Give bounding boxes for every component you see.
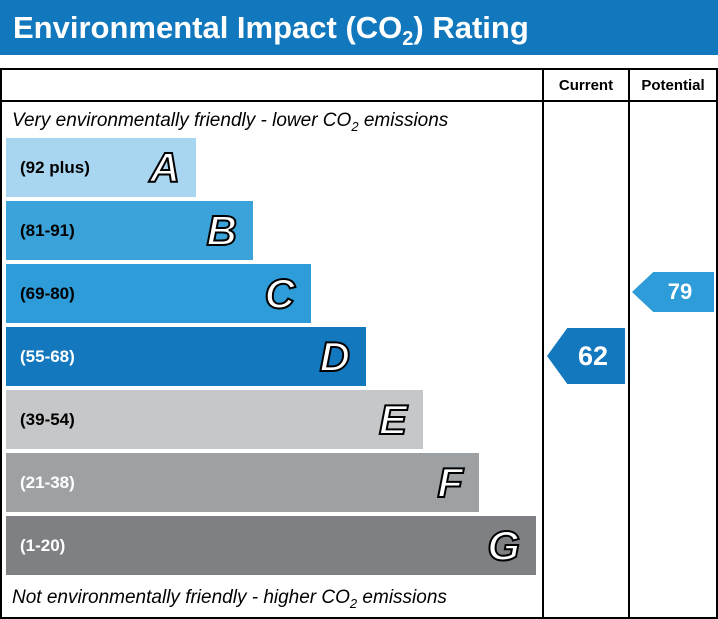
- page-title: Environmental Impact (CO2) Rating: [0, 0, 718, 67]
- caption-top-post: emissions: [358, 110, 449, 131]
- band-row-b: (81-91) B: [2, 201, 542, 264]
- page-title-post: ) Rating: [413, 10, 529, 45]
- band-row-d: (55-68) D: [2, 327, 542, 390]
- potential-column-header: Potential: [641, 77, 705, 94]
- column-header-row: Current Potential: [2, 70, 716, 102]
- potential-rating-value: 79: [667, 279, 693, 304]
- caption-top-subscript: 2: [351, 118, 359, 134]
- band-a-range-label: (92 plus): [20, 157, 90, 177]
- band-row-f: (21-38) F: [2, 453, 542, 516]
- band-c-bar: (69-80) C: [6, 264, 311, 323]
- caption-bottom-post: emissions: [357, 587, 447, 608]
- page-title-bar: Environmental Impact (CO2) Rating: [0, 0, 718, 55]
- band-row-g: (1-20) G: [2, 516, 542, 579]
- band-a-bar: (92 plus) A: [6, 138, 196, 197]
- current-rating-value: 62: [577, 340, 609, 371]
- rating-scale-area: Very environmentally friendly - lower CO…: [2, 104, 542, 617]
- band-e-letter: E: [378, 395, 408, 443]
- band-row-a: (92 plus) A: [2, 138, 542, 201]
- band-row-c: (69-80) C: [2, 264, 542, 327]
- band-b-letter: B: [206, 206, 238, 254]
- band-g-range-label: (1-20): [20, 535, 66, 555]
- band-f-bar: (21-38) F: [6, 453, 479, 512]
- band-g-bar: (1-20) G: [6, 516, 536, 575]
- band-c-range-label: (69-80): [20, 283, 75, 303]
- band-d-range-label: (55-68): [20, 346, 75, 366]
- caption-bottom-pre: Not environmentally friendly - higher CO: [12, 587, 350, 608]
- band-row-e: (39-54) E: [2, 390, 542, 453]
- band-b-range-label: (81-91): [20, 220, 75, 240]
- page-title-subscript: 2: [402, 28, 414, 51]
- caption-bottom: Not environmentally friendly - higher CO…: [2, 579, 542, 617]
- current-column-header: Current: [558, 77, 614, 94]
- band-e-range-label: (39-54): [20, 409, 75, 429]
- band-e-bar: (39-54) E: [6, 390, 423, 449]
- band-b-bar: (81-91) B: [6, 201, 253, 260]
- band-d-bar: (55-68) D: [6, 327, 366, 386]
- current-rating-arrow: 62: [547, 328, 625, 384]
- caption-top-pre: Very environmentally friendly - lower CO: [12, 110, 352, 131]
- potential-column-divider: [628, 70, 630, 617]
- band-f-range-label: (21-38): [20, 472, 75, 492]
- band-f-letter: F: [436, 458, 464, 506]
- current-column-divider: [542, 70, 544, 617]
- caption-top: Very environmentally friendly - lower CO…: [2, 104, 542, 138]
- caption-bottom-subscript: 2: [349, 595, 358, 611]
- band-g-letter: G: [486, 521, 521, 569]
- band-a-letter: A: [149, 143, 181, 191]
- potential-rating-arrow: 79: [632, 272, 714, 312]
- rating-table: Current Potential Very environmentally f…: [0, 68, 718, 619]
- page-title-pre: Environmental Impact (CO: [13, 10, 403, 45]
- band-c-letter: C: [264, 269, 296, 317]
- band-d-letter: D: [319, 332, 351, 380]
